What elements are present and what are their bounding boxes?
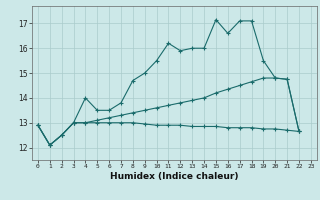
X-axis label: Humidex (Indice chaleur): Humidex (Indice chaleur): [110, 172, 239, 181]
